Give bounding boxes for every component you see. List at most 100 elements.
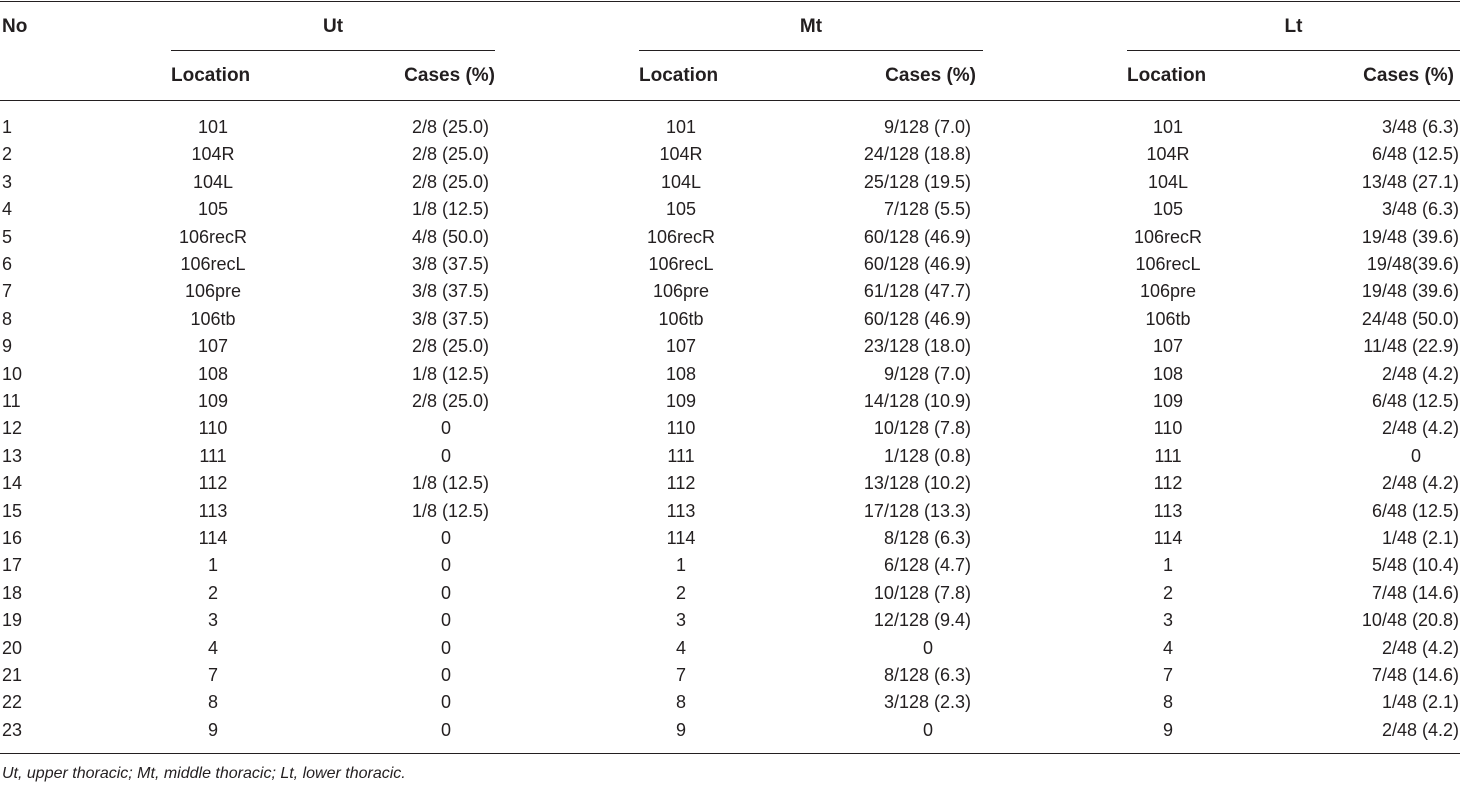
row-number: 7 — [2, 281, 13, 302]
mt-location: 105 — [665, 199, 697, 220]
mt-cases: 6/128 (4.7) — [883, 555, 971, 576]
ut-location: 101 — [197, 117, 229, 137]
mt-cases: 17/128 (13.3) — [863, 500, 971, 521]
ut-location: 106pre — [184, 281, 242, 302]
lt-cases: 7/48 (14.6) — [1371, 665, 1459, 685]
row-number: 6 — [2, 254, 13, 274]
lt-cases: 6/48 (12.5) — [1371, 144, 1459, 165]
ut-location: 2 — [207, 582, 218, 603]
ut-cases: 4/8 (50.0) — [411, 226, 489, 247]
ut-cases: 3/8 (37.5) — [411, 308, 489, 329]
header-mt-location: Location — [639, 65, 719, 86]
row-number: 12 — [2, 418, 23, 439]
ut-cases: 0 — [440, 665, 451, 685]
ut-cases: 2/8 (25.0) — [411, 144, 489, 165]
lt-location: 113 — [1153, 500, 1183, 521]
row-number: 23 — [2, 719, 23, 740]
table-row: 3 104L 2/8 (25.0) 104L 25/128 (19.5) 104L 13/4… — [0, 171, 1460, 198]
mt-cases: 60/128 (46.9) — [863, 254, 971, 274]
header-lt-location: Location — [1127, 65, 1207, 86]
ut-cases: 0 — [440, 445, 451, 466]
ut-cases: 2/8 (25.0) — [411, 117, 489, 137]
mt-location: 104R — [659, 144, 703, 165]
mt-location: 108 — [665, 363, 697, 384]
ut-cases: 0 — [440, 582, 451, 603]
ut-location: 1 — [207, 555, 218, 576]
lt-cases: 2/48 (4.2) — [1381, 473, 1459, 494]
table-row: 23 9 0 9 0 9 2/48 (4.2) — [0, 719, 1460, 746]
mt-location: 107 — [665, 336, 697, 357]
lt-cases: 3/48 (6.3) — [1381, 117, 1459, 137]
ut-location: 104R — [191, 144, 235, 165]
mt-location: 109 — [665, 391, 697, 411]
row-number: 17 — [2, 555, 23, 576]
mt-cases: 12/128 (9.4) — [873, 610, 971, 631]
table-row: 18 2 0 2 10/128 (7.8) 2 7/48 (14.6) — [0, 582, 1460, 609]
mt-cases: 3/128 (2.3) — [883, 692, 971, 713]
ut-location: 114 — [198, 528, 228, 548]
lt-location: 110 — [1153, 418, 1183, 439]
header-no: No — [2, 16, 28, 37]
table-row: 11 109 2/8 (25.0) 109 14/128 (10.9) 109 6/48 (… — [0, 390, 1460, 417]
mt-location: 2 — [675, 582, 686, 603]
mt-cases: 8/128 (6.3) — [883, 665, 971, 685]
lt-cases: 1/48 (2.1) — [1381, 692, 1459, 713]
row-number: 16 — [2, 528, 23, 548]
ut-location: 7 — [207, 665, 218, 685]
table-bottom-rule — [0, 753, 1460, 754]
ut-cases: 2/8 (25.0) — [411, 171, 489, 192]
lt-location: 108 — [1152, 363, 1184, 384]
ut-cases: 2/8 (25.0) — [411, 336, 489, 357]
table-row: 22 8 0 8 3/128 (2.3) 8 1/48 (2.1) — [0, 691, 1460, 718]
header-group-ut: Ut — [322, 16, 344, 37]
mt-location: 9 — [675, 719, 686, 740]
mt-location: 106recR — [646, 226, 716, 247]
mt-cases: 7/128 (5.5) — [883, 199, 971, 220]
ut-location: 8 — [207, 692, 218, 713]
lt-location: 2 — [1162, 582, 1173, 603]
lt-cases: 2/48 (4.2) — [1381, 719, 1459, 740]
ut-location: 106recR — [178, 226, 248, 247]
lt-location: 106pre — [1139, 281, 1197, 302]
row-number: 11 — [2, 391, 21, 411]
ut-location: 106recL — [180, 254, 246, 274]
ut-location: 107 — [197, 336, 229, 357]
group-rule-ut — [171, 50, 495, 51]
lt-location: 104L — [1147, 171, 1189, 192]
ut-location: 4 — [207, 637, 218, 658]
ut-cases: 0 — [440, 637, 451, 658]
lt-cases: 24/48 (50.0) — [1361, 308, 1459, 329]
table-row: 20 4 0 4 0 4 2/48 (4.2) — [0, 637, 1460, 664]
table-row: 1 101 2/8 (25.0) 101 9/128 (7.0) 101 3/48 (6.3… — [0, 116, 1460, 143]
lt-cases: 5/48 (10.4) — [1371, 555, 1459, 576]
mt-location: 7 — [675, 665, 686, 685]
lt-location: 9 — [1162, 719, 1173, 740]
row-number: 18 — [2, 582, 23, 603]
lt-location: 4 — [1162, 637, 1173, 658]
row-number: 21 — [2, 665, 23, 685]
mt-cases: 10/128 (7.8) — [873, 582, 971, 603]
row-number: 5 — [2, 226, 13, 247]
lt-cases: 19/48(39.6) — [1366, 254, 1459, 274]
mt-location: 111 — [667, 445, 695, 466]
ut-cases: 1/8 (12.5) — [411, 363, 489, 384]
table-header-rule — [0, 100, 1460, 101]
ut-cases: 3/8 (37.5) — [411, 281, 489, 302]
ut-cases: 0 — [440, 719, 451, 740]
lt-cases: 0 — [1410, 445, 1421, 466]
mt-cases: 9/128 (7.0) — [883, 363, 971, 384]
ut-location: 106tb — [190, 308, 236, 329]
ut-location: 105 — [197, 199, 229, 220]
mt-cases: 25/128 (19.5) — [863, 171, 971, 192]
table-row: 17 1 0 1 6/128 (4.7) 1 5/48 (10.4) — [0, 554, 1460, 581]
group-rule-mt — [639, 50, 983, 51]
row-number: 8 — [2, 308, 13, 329]
lt-cases: 2/48 (4.2) — [1381, 637, 1459, 658]
lt-location: 104R — [1146, 144, 1190, 165]
ut-location: 112 — [198, 473, 228, 494]
lt-cases: 6/48 (12.5) — [1371, 500, 1459, 521]
lt-location: 106tb — [1145, 308, 1191, 329]
table-row: 19 3 0 3 12/128 (9.4) 3 10/48 (20.8) — [0, 609, 1460, 636]
lt-location: 109 — [1152, 391, 1184, 411]
ut-location: 110 — [198, 418, 228, 439]
